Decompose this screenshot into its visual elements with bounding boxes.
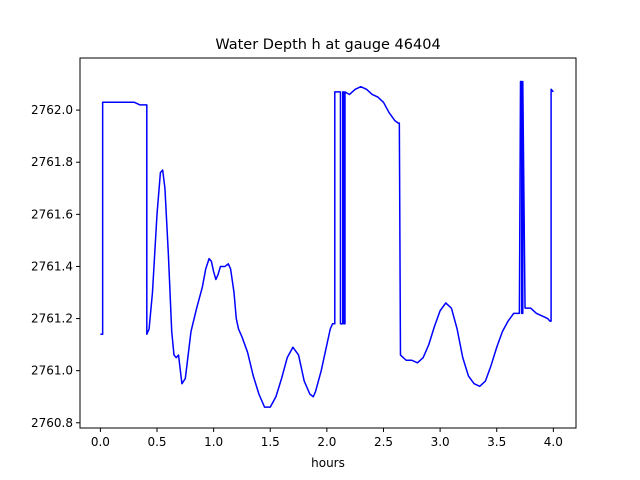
plot-area bbox=[80, 58, 576, 428]
x-tick-label: 2.0 bbox=[317, 435, 336, 449]
series-line-1 bbox=[100, 80, 554, 408]
chart-title: Water Depth h at gauge 46404 bbox=[215, 37, 440, 53]
x-tick-label: 1.0 bbox=[204, 435, 223, 449]
y-tick-label: 2762.0 bbox=[31, 103, 73, 117]
y-tick-label: 2761.6 bbox=[31, 207, 73, 221]
x-tick-label: 0.0 bbox=[91, 435, 110, 449]
series-layer bbox=[100, 80, 554, 408]
x-tick-label: 1.5 bbox=[261, 435, 280, 449]
y-tick-label: 2761.8 bbox=[31, 155, 73, 169]
y-tick-label: 2761.0 bbox=[31, 364, 73, 378]
x-axis-label: hours bbox=[311, 456, 345, 470]
y-tick-label: 2761.4 bbox=[31, 259, 73, 273]
x-tick-label: 3.0 bbox=[431, 435, 450, 449]
plot-frame bbox=[79, 57, 577, 429]
y-tick-label: 2761.2 bbox=[31, 312, 73, 326]
x-tick-label: 0.5 bbox=[147, 435, 166, 449]
x-tick-label: 4.0 bbox=[544, 435, 563, 449]
x-axis: 0.0 0.5 1.0 1.5 2.0 2.5 3.0 3.5 4.0 bbox=[91, 428, 563, 449]
x-tick-label: 3.5 bbox=[487, 435, 506, 449]
x-tick-label: 2.5 bbox=[374, 435, 393, 449]
y-tick-label: 2760.8 bbox=[31, 416, 73, 430]
y-axis: 2760.8 2761.0 2761.2 2761.4 2761.6 2761.8 2762… bbox=[31, 103, 80, 430]
